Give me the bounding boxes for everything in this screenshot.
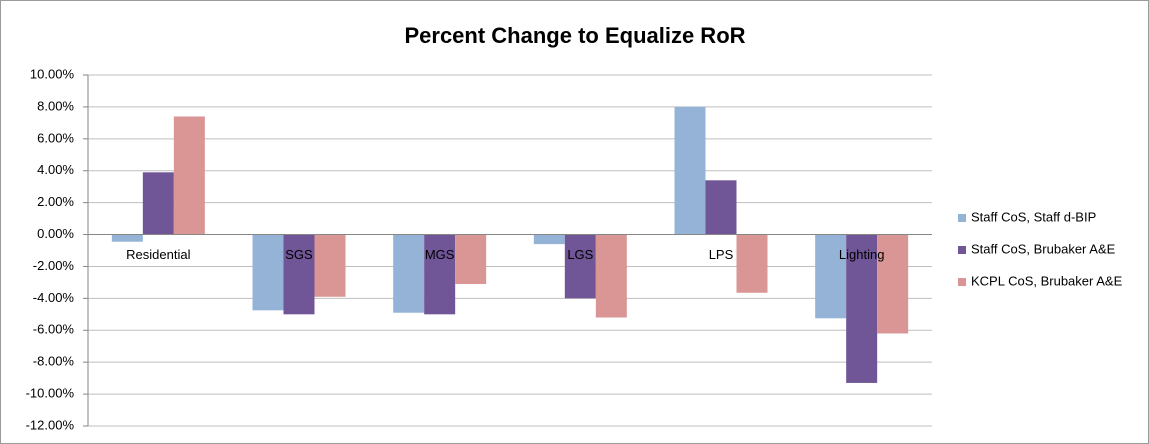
bar [674,106,706,235]
y-tick-label: 6.00% [37,130,74,145]
bar [877,234,909,334]
legend-label: Staff CoS, Brubaker A&E [971,241,1116,256]
x-tick-label: LPS [709,247,734,262]
bar [283,234,315,315]
y-tick-label: 4.00% [37,162,74,177]
y-tick-label: -10.00% [26,386,75,401]
bar [815,234,847,319]
legend-label: KCPL CoS, Brubaker A&E [971,273,1123,288]
y-tick-label: 10.00% [30,66,75,81]
y-tick-label: 8.00% [37,98,74,113]
bar [595,234,627,318]
legend-label: Staff CoS, Staff d-BIP [971,209,1096,224]
bar [846,234,878,383]
y-tick-label: -8.00% [33,354,75,369]
bar [173,116,205,235]
bar [393,234,425,313]
y-tick-label: -12.00% [26,417,75,432]
y-tick-label: 0.00% [37,226,74,241]
x-tick-label: SGS [285,247,313,262]
bar [314,234,346,297]
bar [705,180,737,235]
chart-title: Percent Change to Equalize RoR [404,23,745,48]
bar [252,234,284,311]
y-tick-label: 2.00% [37,194,74,209]
legend-swatch [958,278,966,286]
bar [424,234,456,315]
x-tick-label: Lighting [839,247,885,262]
x-tick-label: LGS [567,247,593,262]
x-tick-label: Residential [126,247,190,262]
bar [736,234,768,293]
y-tick-label: -6.00% [33,322,75,337]
y-tick-label: -2.00% [33,258,75,273]
legend-swatch [958,214,966,222]
x-tick-label: MGS [425,247,455,262]
bar [455,234,487,285]
bar [564,234,596,299]
bar [533,234,565,245]
bar [142,172,174,235]
y-tick-label: -4.00% [33,290,75,305]
legend-swatch [958,246,966,254]
bar [111,234,143,242]
